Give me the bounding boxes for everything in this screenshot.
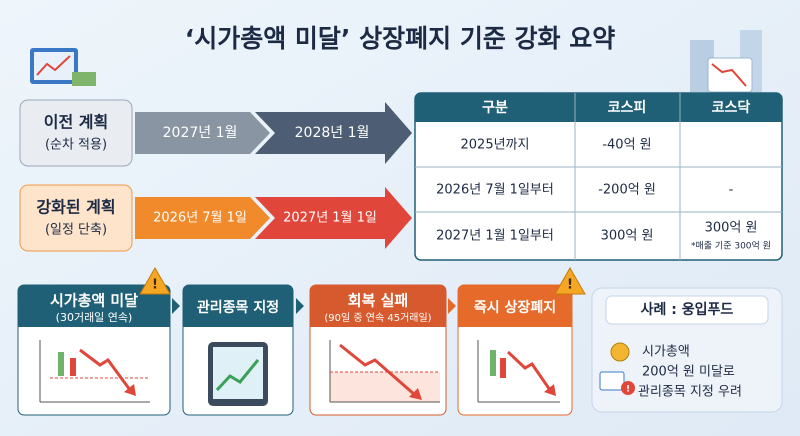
- table: [414, 92, 783, 261]
- table-cell: -40억 원: [602, 138, 651, 153]
- process-card: [457, 284, 573, 416]
- process-title: 시가총액 미달: [50, 292, 138, 310]
- table-cell: 300억 원: [601, 229, 654, 244]
- table-header: 코스닥: [712, 99, 751, 116]
- flow-arrow: [296, 298, 304, 314]
- process-card: [309, 284, 447, 416]
- case-text: 관리종목 지정 우려: [638, 385, 742, 400]
- step-arrow: [135, 197, 270, 239]
- table-cell: 2027년 1월 1일부터: [436, 229, 554, 244]
- step-label: 2028년 1월: [295, 125, 370, 141]
- process-title: 관리종목 지정: [197, 299, 279, 316]
- table-cell: 300억 원: [705, 221, 758, 236]
- plan-label: 이전 계획: [44, 113, 108, 132]
- svg-text:!: !: [626, 385, 630, 395]
- warning-icon: !: [139, 266, 171, 295]
- step-label: 2027년 1월 1일: [283, 211, 377, 226]
- table-note: *매출 기준 300억 원: [691, 240, 771, 252]
- table-cell: -200억 원: [598, 183, 656, 198]
- process-card: [17, 284, 171, 416]
- process-title: 즉시 상장폐지: [474, 299, 556, 316]
- flow-arrow: [448, 298, 456, 314]
- title: ‘시가총액 미달’ 상장폐지 기준 강화 요약: [185, 24, 616, 53]
- table-cell: 2026년 7월 1일부터: [436, 183, 554, 198]
- step-label: 2027년 1월: [163, 125, 238, 141]
- decor-left: [30, 48, 96, 86]
- step-arrow: [255, 187, 412, 249]
- flow-arrow: [172, 298, 180, 314]
- case-box: !: [591, 287, 783, 413]
- svg-text:!: !: [152, 278, 158, 293]
- process-note: (30거래일 연속): [56, 310, 133, 324]
- step-arrow: [135, 112, 270, 154]
- plan-note: (일정 단축): [45, 223, 107, 238]
- step-label: 2026년 7월 1일: [153, 211, 247, 226]
- case-text: 200억 원 미달로: [642, 365, 735, 380]
- plan-note: (순차 적용): [45, 138, 107, 153]
- case-title: 사례 : 웅입푸드: [641, 302, 734, 318]
- step-arrow: [255, 102, 412, 164]
- plan-box: [19, 184, 133, 252]
- process-title: 회복 실패: [348, 292, 408, 310]
- case-text: 시가총액: [642, 345, 690, 360]
- svg-text:!: !: [567, 278, 573, 293]
- process-note: (90일 중 연속 45거래일): [324, 312, 431, 324]
- table-header: 코스피: [608, 100, 647, 116]
- plan-label: 강화된 계획: [36, 198, 115, 217]
- decor-right: [690, 30, 762, 93]
- warning-icon: !: [554, 266, 586, 295]
- table-cell: 2025년까지: [461, 138, 530, 153]
- plan-box: [19, 99, 133, 167]
- table-header: 구분: [482, 100, 508, 116]
- table-cell: -: [729, 183, 734, 198]
- process-card: [182, 284, 294, 416]
